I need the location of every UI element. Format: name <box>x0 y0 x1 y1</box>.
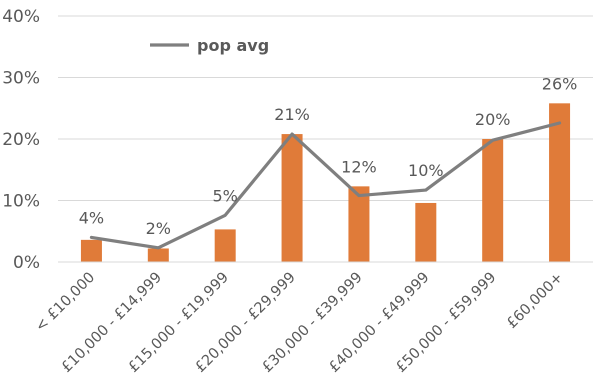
x-tick-label: £60,000+ <box>504 270 566 332</box>
bar <box>281 134 303 262</box>
y-tick-label: 0% <box>13 253 40 273</box>
bar <box>80 239 102 262</box>
bar <box>147 248 169 262</box>
data-label: 10% <box>408 161 444 180</box>
bar-series <box>80 103 571 262</box>
data-label: 21% <box>274 105 310 124</box>
legend-label-pop-avg: pop avg <box>197 36 269 55</box>
gridlines <box>58 15 593 263</box>
data-label: 2% <box>146 219 171 238</box>
data-label: 5% <box>212 186 237 205</box>
legend: pop avg <box>150 36 269 55</box>
bar <box>214 229 236 262</box>
y-axis: 0% 10% 20% 30% 40% <box>2 7 40 273</box>
data-label: 26% <box>542 74 578 93</box>
bar <box>415 202 437 262</box>
y-tick-label: 30% <box>2 69 40 89</box>
y-tick-label: 20% <box>2 130 40 150</box>
data-label: 12% <box>341 157 377 176</box>
bar <box>348 186 370 262</box>
y-tick-label: 10% <box>2 192 40 212</box>
x-tick-label: < £10,000 <box>33 270 99 336</box>
data-label: 4% <box>79 208 104 227</box>
bar <box>549 103 571 262</box>
pop-avg-line-series <box>89 121 562 250</box>
data-label: 20% <box>475 110 511 129</box>
pop-avg-line <box>89 121 562 250</box>
x-axis: < £10,000£10,000 - £14,999£15,000 - £19,… <box>33 261 593 376</box>
y-tick-label: 40% <box>2 7 40 27</box>
data-labels: 4% 2% 5% 21% 12% 10% 20% 26% <box>79 74 578 238</box>
bar <box>482 139 504 262</box>
